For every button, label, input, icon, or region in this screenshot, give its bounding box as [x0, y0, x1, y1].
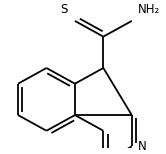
- Text: S: S: [61, 3, 68, 16]
- Text: N: N: [138, 140, 146, 153]
- Text: NH₂: NH₂: [138, 3, 160, 16]
